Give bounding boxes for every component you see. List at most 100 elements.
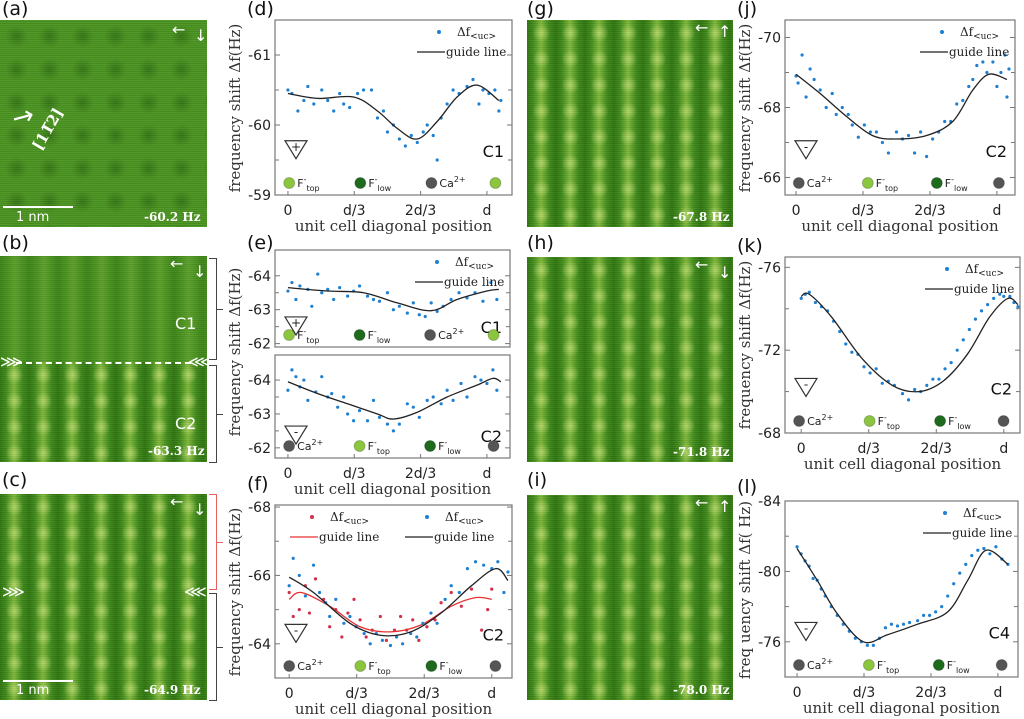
data-point xyxy=(856,135,860,139)
x-tick-label: d xyxy=(487,686,496,702)
data-point xyxy=(1016,305,1020,309)
guide-line xyxy=(287,84,500,140)
data-point xyxy=(818,88,822,92)
data-point xyxy=(489,280,493,285)
data-point xyxy=(417,638,421,642)
atom-charge: - xyxy=(884,413,887,422)
legend-marker xyxy=(943,511,947,515)
data-point xyxy=(1007,67,1011,71)
data-point xyxy=(361,88,366,92)
atom-label: F-top xyxy=(877,657,899,675)
y-tick-label: -68 xyxy=(248,500,271,516)
data-point xyxy=(981,60,985,64)
data-point xyxy=(291,614,295,619)
data-point xyxy=(342,395,346,399)
data-point xyxy=(988,552,992,556)
data-point xyxy=(364,635,368,639)
data-point xyxy=(486,608,490,612)
data-point xyxy=(355,91,360,96)
data-point xyxy=(397,422,401,426)
atom-f-low-icon xyxy=(930,177,943,189)
data-point xyxy=(357,408,362,413)
atom-label: F-top xyxy=(297,175,319,193)
data-point xyxy=(291,556,295,560)
data-point xyxy=(411,301,415,305)
atom-f-top-icon xyxy=(283,329,296,341)
atom-f-top-icon xyxy=(489,177,502,189)
atom-ca-icon xyxy=(992,177,1005,189)
panel-label-f: (f) xyxy=(247,473,269,495)
data-point xyxy=(310,304,314,308)
atom-label: F-top xyxy=(368,658,390,676)
atom-charge: 2+ xyxy=(453,327,465,336)
y-tick-label: -66 xyxy=(248,568,271,584)
atom-f-top-icon xyxy=(354,660,367,672)
data-point xyxy=(287,584,291,588)
legend-marker xyxy=(435,260,439,264)
scale-label: 1 nm xyxy=(16,683,50,698)
y-tick-label: -72 xyxy=(758,343,781,359)
data-point xyxy=(332,297,336,302)
data-point xyxy=(421,621,425,625)
data-point xyxy=(913,387,917,392)
data-point xyxy=(480,628,484,632)
y-tick-label: -61 xyxy=(248,48,271,64)
data-point xyxy=(946,594,950,598)
legend-subscript: <uc> xyxy=(470,32,496,42)
stm-image-i: ← ↑ -78.0 Hz xyxy=(527,495,733,700)
atom-site: top xyxy=(885,184,898,193)
stm-image-b: ← ↓ C1 ⋙ ⋘ C2 -63.3 Hz xyxy=(0,256,207,462)
data-point xyxy=(294,297,298,302)
atom-site: top xyxy=(306,184,319,193)
data-point xyxy=(886,151,891,155)
guide-line xyxy=(288,567,509,637)
y-tick-label: -76 xyxy=(758,635,781,651)
x-tick-label: d xyxy=(993,685,1002,701)
y-tick-label: -63 xyxy=(248,303,271,319)
data-point xyxy=(961,98,965,103)
data-point xyxy=(451,88,455,92)
legend-label: Δf<uc> xyxy=(455,255,494,272)
data-point xyxy=(482,563,486,567)
data-point xyxy=(302,98,306,103)
legend-marker xyxy=(945,267,949,271)
y-tick-label: -68 xyxy=(758,426,781,442)
data-point xyxy=(934,610,938,614)
data-point xyxy=(473,560,478,564)
x-tick-label: 2d/3 xyxy=(405,203,436,219)
data-point xyxy=(397,304,401,308)
data-point xyxy=(481,299,485,303)
data-point xyxy=(385,422,390,426)
x-tick-label: d xyxy=(999,441,1008,457)
frequency-label: -67.8 Hz xyxy=(673,210,730,224)
atom-charge: 2+ xyxy=(312,438,324,447)
data-point xyxy=(398,614,403,619)
panel-label-h: (h) xyxy=(527,232,554,254)
atom-label: F-low xyxy=(368,175,391,193)
data-point xyxy=(906,133,911,138)
data-point xyxy=(976,548,980,552)
legend-label: guide line xyxy=(434,530,494,544)
frequency-label: -63.3 Hz xyxy=(148,444,205,458)
data-point xyxy=(982,546,986,551)
legend-label: guide line xyxy=(319,530,379,544)
charge-sign: - xyxy=(804,140,808,154)
data-point xyxy=(998,292,1002,296)
data-point xyxy=(449,590,453,595)
guide-line xyxy=(800,292,1019,393)
data-point xyxy=(999,70,1003,75)
region-label: C1 xyxy=(483,142,504,161)
atom-label: Ca2+ xyxy=(807,657,833,672)
data-point xyxy=(445,388,449,392)
data-point xyxy=(943,367,947,371)
atom-label: Ca2+ xyxy=(438,327,464,342)
boundary-marker-right-icon: ⋙ xyxy=(2,582,25,601)
data-point xyxy=(497,109,501,113)
data-point xyxy=(384,638,389,642)
data-point xyxy=(490,587,494,591)
data-point xyxy=(388,643,393,648)
region-label: C2 xyxy=(986,142,1007,161)
data-point xyxy=(297,608,301,612)
data-point xyxy=(385,130,390,134)
data-point xyxy=(317,590,322,595)
